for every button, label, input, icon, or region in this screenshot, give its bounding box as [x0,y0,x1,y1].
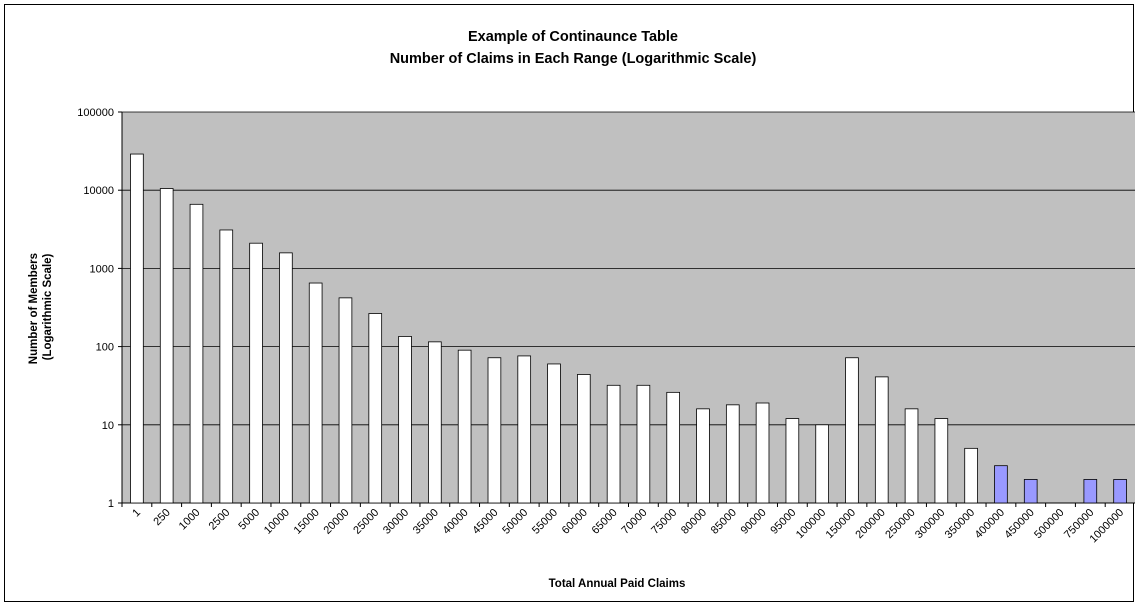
y-tick-labels: 1 10 100 1000 10000 100000 [77,107,114,510]
bar-250 [159,188,174,504]
bar-750000 [1083,479,1098,504]
y-tick-label: 100000 [77,107,114,119]
bar-350000 [964,447,978,504]
x-tick-label-80000: 80000 [679,507,709,537]
bar-30000 [398,336,412,504]
x-tick-label-250000: 250000 [883,507,917,541]
x-tick-label-25000: 25000 [351,507,381,537]
x-tick-label-20000: 20000 [321,507,351,537]
x-tick-label-15000: 15000 [292,507,322,537]
plot-area [122,112,1135,503]
x-tick-label-350000: 350000 [943,507,977,541]
x-axis-title: Total Annual Paid Claims [549,578,686,590]
bar-45000 [487,357,502,504]
x-tick-label-75000: 75000 [649,507,679,537]
x-tick-label-400000: 400000 [973,507,1007,541]
x-tick-label-70000: 70000 [619,507,649,537]
bar-2500 [219,229,234,504]
bar-150000 [845,357,859,504]
bar-95000 [785,418,800,504]
bar-200000 [874,376,889,504]
bar-250000 [904,408,919,504]
x-tick-label-150000: 150000 [824,507,858,541]
y-tick-label: 100 [96,342,114,354]
y-tick-label: 1 [108,498,114,510]
x-tick-label-65000: 65000 [590,507,620,537]
x-tick-label-55000: 55000 [530,507,560,537]
x-tick-label-450000: 450000 [1002,507,1036,541]
bar-50000 [517,355,532,504]
x-tick-label-10000: 10000 [262,507,292,537]
bar-400000 [994,465,1008,504]
x-tick-label-100000: 100000 [794,507,828,541]
bar-35000 [428,341,442,504]
bar-450000 [1023,479,1038,504]
x-tick-label-40000: 40000 [441,507,471,537]
x-tick-label-1: 1 [130,507,143,520]
x-tick-label-5000: 5000 [236,507,262,533]
bar-20000 [338,297,353,504]
y-axis-title: Number of Members (Logarithmic Scale) [28,250,54,364]
x-tick-labels: 1 250 1000 2500 5000 10000 15000 20000 25000 3000… [130,507,1126,546]
bar-300000 [934,418,949,504]
x-tick-label-2500: 2500 [207,507,233,533]
x-tick-label-30000: 30000 [381,507,411,537]
bar-75000 [666,391,680,504]
bar-70000 [636,384,651,504]
bar-65000 [606,384,621,504]
bar-100000 [815,424,829,504]
bar-55000 [547,363,561,504]
bar-40000 [457,349,472,504]
chart-subtitle: Number of Claims in Each Range (Logarith… [390,51,757,67]
x-tick-label-300000: 300000 [913,507,947,541]
x-tick-label-90000: 90000 [739,507,769,537]
x-tick-label-1000: 1000 [177,507,203,533]
x-tick-label-85000: 85000 [709,507,739,537]
bar-10000 [279,252,293,504]
x-tick-label-35000: 35000 [411,507,441,537]
bar-90000 [755,402,770,504]
y-tick-label: 10000 [83,185,114,197]
x-tick-label-250: 250 [151,507,172,528]
x-tick-label-500000: 500000 [1032,507,1066,541]
bar-60000 [577,374,591,504]
bar-1 [130,153,144,504]
bar-5000 [249,242,263,504]
bar-1000000 [1113,479,1127,504]
bar-85000 [725,404,740,504]
bar-80000 [696,408,710,504]
x-tick-label-60000: 60000 [560,507,590,537]
bar-25000 [368,313,383,504]
bar-1000 [189,203,204,504]
chart-title: Example of Continaunce Table [468,29,678,45]
bars [121,153,1127,507]
x-tick-label-50000: 50000 [500,507,530,537]
x-tick-label-45000: 45000 [470,507,500,537]
bar-15000 [308,282,323,504]
y-tick-label: 10 [102,420,114,432]
x-tick-label-200000: 200000 [853,507,887,541]
y-tick-label: 1000 [90,263,114,275]
